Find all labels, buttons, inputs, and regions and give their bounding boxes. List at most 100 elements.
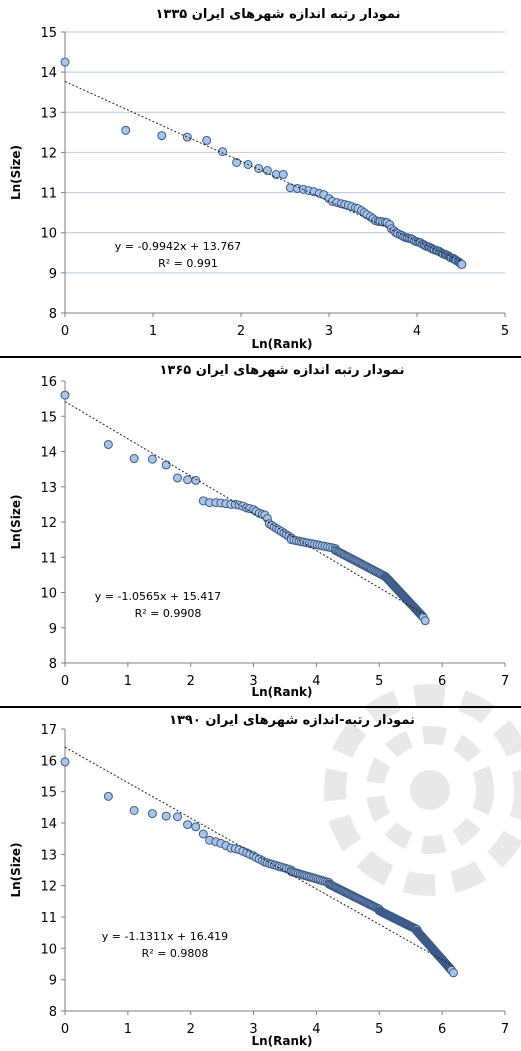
x-tick-label: 5 (375, 674, 383, 689)
data-point (278, 170, 288, 180)
y-tick-label: 8 (49, 657, 57, 672)
data-point (420, 616, 430, 626)
data-points (60, 757, 458, 978)
trendline-equation: y = -1.0565x + 15.417 (95, 590, 221, 603)
y-tick-label: 12 (40, 880, 57, 895)
y-tick-label: 8 (49, 1005, 57, 1020)
y-tick-label: 13 (40, 481, 57, 496)
data-points (60, 57, 467, 269)
trendline-equation: y = -0.9942x + 13.767 (115, 240, 241, 253)
y-tick-label: 9 (49, 974, 57, 989)
data-point (448, 968, 458, 978)
trendline (64, 81, 463, 262)
x-tick-label: 0 (61, 324, 69, 339)
y-tick-label: 16 (40, 375, 57, 390)
chart-title: نمودار رتبه اندازه شهرهای ایران ۱۳۶۵ (160, 363, 405, 378)
y-tick-label: 10 (40, 587, 57, 602)
x-tick-label: 6 (438, 1022, 446, 1037)
r-squared-label: R² = 0.991 (158, 257, 218, 270)
x-tick-label: 2 (237, 324, 245, 339)
x-tick-label: 3 (325, 324, 333, 339)
data-point (173, 812, 183, 822)
data-point (202, 135, 212, 145)
y-tick-label: 10 (40, 227, 57, 242)
x-tick-label: 0 (61, 1022, 69, 1037)
y-tick-label: 17 (40, 723, 57, 738)
data-point (232, 157, 242, 167)
data-point (103, 791, 113, 801)
x-tick-label: 0 (61, 674, 69, 689)
panel-divider-2 (0, 706, 521, 708)
chart-title: نمودار رتبه-اندازه شهرهای ایران ۱۳۹۰ (169, 713, 415, 728)
data-point (254, 163, 264, 173)
x-tick-label: 4 (312, 674, 320, 689)
x-tick-label: 4 (413, 324, 421, 339)
data-point (121, 125, 131, 135)
y-tick-label: 14 (40, 66, 57, 81)
data-point (161, 460, 171, 470)
data-point (191, 822, 201, 832)
x-tick-label: 6 (438, 674, 446, 689)
x-tick-label: 1 (124, 674, 132, 689)
data-point (161, 811, 171, 821)
data-point (183, 820, 193, 830)
data-point (147, 454, 157, 464)
y-tick-label: 14 (40, 446, 57, 461)
x-axis-label: Ln(Rank) (251, 337, 312, 351)
y-tick-label: 11 (40, 551, 57, 566)
data-point (129, 805, 139, 815)
y-tick-label: 15 (40, 26, 57, 41)
x-tick-label: 5 (501, 324, 509, 339)
x-tick-label: 1 (149, 324, 157, 339)
y-tick-label: 14 (40, 817, 57, 832)
y-tick-label: 15 (40, 410, 57, 425)
data-points (60, 390, 430, 626)
x-tick-label: 4 (312, 1022, 320, 1037)
data-point (182, 132, 192, 142)
trendline (64, 401, 426, 616)
x-axis-label: Ln(Rank) (251, 685, 312, 699)
y-tick-label: 10 (40, 942, 57, 957)
y-tick-label: 11 (40, 911, 57, 926)
watermark-emblem (324, 684, 521, 896)
data-point (60, 390, 70, 400)
data-point (60, 57, 70, 67)
x-tick-label: 2 (187, 674, 195, 689)
y-axis-label: Ln(Size) (9, 842, 23, 897)
x-tick-label: 3 (249, 674, 257, 689)
data-point (198, 829, 208, 839)
data-point (262, 165, 272, 175)
y-tick-label: 11 (40, 187, 57, 202)
data-point (183, 475, 193, 485)
y-axis-label: Ln(Size) (9, 145, 23, 200)
y-tick-label: 9 (49, 267, 57, 282)
data-point (103, 439, 113, 449)
r-squared-label: R² = 0.9908 (135, 607, 202, 620)
data-point (60, 757, 70, 767)
data-point (173, 473, 183, 483)
y-tick-label: 12 (40, 146, 57, 161)
y-tick-label: 9 (49, 622, 57, 637)
x-axis-label: Ln(Rank) (251, 1034, 312, 1048)
x-tick-label: 7 (501, 1022, 509, 1037)
trendline-equation: y = -1.1311x + 16.419 (102, 930, 228, 943)
data-point (129, 454, 139, 464)
y-tick-label: 12 (40, 516, 57, 531)
y-tick-label: 13 (40, 106, 57, 121)
y-tick-label: 8 (49, 307, 57, 322)
x-tick-label: 7 (501, 674, 509, 689)
r-squared-label: R² = 0.9808 (142, 947, 209, 960)
x-tick-label: 5 (375, 1022, 383, 1037)
y-tick-label: 13 (40, 848, 57, 863)
x-tick-label: 2 (187, 1022, 195, 1037)
data-point (147, 809, 157, 819)
panel-divider-1 (0, 356, 521, 358)
x-tick-label: 1 (124, 1022, 132, 1037)
y-axis-label: Ln(Size) (9, 494, 23, 549)
data-point (457, 259, 467, 269)
y-tick-label: 16 (40, 754, 57, 769)
